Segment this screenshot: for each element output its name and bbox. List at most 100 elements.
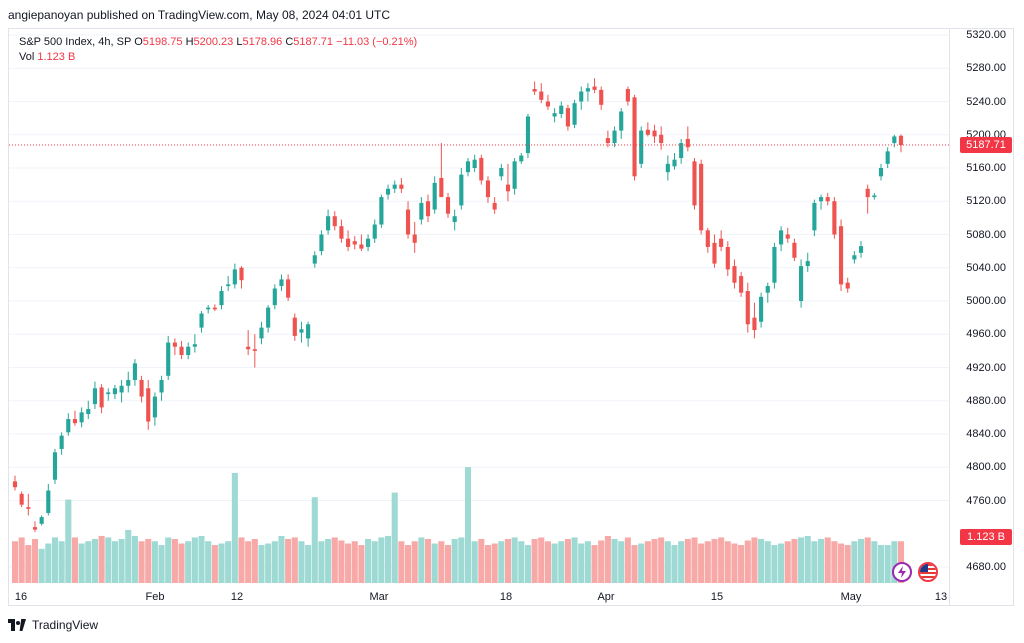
volume-bar [558,541,565,583]
volume-bar [25,545,32,583]
candle-body [292,317,297,336]
price-plot[interactable] [9,29,949,605]
volume-bar [804,535,811,583]
volume-bar [778,543,785,583]
candle-body [512,161,517,189]
legend-volume-label[interactable]: Vol [19,51,35,63]
candle-body [326,216,331,231]
candle-body [878,168,884,177]
candle-body [872,195,877,198]
time-tick: 16 [14,591,28,603]
candle-body [346,238,351,247]
tradingview-logo-icon [8,619,26,631]
volume-bar [764,541,771,583]
candle-body [126,379,131,386]
volume-bar [624,537,631,583]
candle-body [652,130,657,137]
legend-ohlc-row: S&P 500 Index, 4h, SP O5198.75 H5200.23 … [19,35,417,50]
price-tick: 4920.00 [966,361,1006,374]
candle-body [132,363,137,380]
candle-body [92,388,98,405]
volume-bar [325,538,332,583]
volume-bar [345,543,352,583]
candle-body [226,284,231,287]
volume-bar [198,535,205,583]
volume-bar [578,543,585,583]
candle-body [419,202,424,220]
lightning-icon[interactable] [892,562,912,582]
legend-symbol[interactable]: S&P 500 Index, 4h, SP [19,36,132,48]
price-tick: 4760.00 [966,494,1006,507]
us-flag-icon[interactable] [918,562,938,582]
volume-bar [618,541,625,583]
volume-bar [571,537,578,583]
volume-bar [271,541,278,583]
volume-bar [731,543,738,583]
volume-bar [431,543,438,583]
candle-body [432,182,437,210]
footer-brand[interactable]: TradingView [32,618,99,632]
volume-bar [411,541,418,583]
candle-body [525,116,531,154]
volume-bar [864,537,871,583]
candle-body [172,342,177,347]
candle-body [632,97,637,177]
candle-body [532,89,537,92]
time-tick: Apr [597,591,615,603]
candle-body [485,180,491,198]
volume-bar [784,541,791,583]
candle-body [785,234,790,239]
candle-body [812,202,817,231]
volume-bar [231,472,238,583]
candle-body [399,184,404,189]
candle-body [705,230,710,247]
candle-body [72,419,78,424]
candle-body [306,324,311,339]
candle-body [465,161,471,173]
candle-body [66,419,71,433]
candle-body [499,168,504,177]
volume-bar [844,545,851,583]
price-axis[interactable]: 5320.00 5280.00 5240.00 5200.00 5160.00 5120.… [949,29,1014,605]
candle-body [332,216,337,227]
volume-bar [31,538,39,583]
volume-bar [604,535,611,583]
candle-body [605,138,610,144]
volume-bar [698,543,705,583]
candle-body [112,388,117,395]
candle-body [412,234,417,243]
candle-body [445,197,451,214]
volume-bar [358,545,365,583]
candle-body [712,242,717,264]
candle-body [858,246,864,253]
price-tick: 5000.00 [966,295,1006,307]
price-tick: 4880.00 [966,394,1006,407]
candle-body [745,291,750,325]
last-volume-tag: 1.123 B [960,529,1012,545]
time-tick: 15 [710,591,724,603]
candle-body [799,266,804,301]
candle-body [372,224,377,239]
candle-body [552,113,557,117]
volume-bar [451,538,458,583]
candle-body [59,435,64,449]
volume-bar [744,540,751,583]
volume-bar [251,538,258,583]
volume-bar [418,537,425,583]
chart-frame[interactable]: S&P 500 Index, 4h, SP O5198.75 H5200.23 … [8,28,1014,606]
volume-bar [405,545,412,583]
candle-body [159,379,164,393]
candle-body [759,296,764,322]
candle-body [865,188,870,198]
candles [12,78,904,533]
volume-bar [291,537,298,583]
candle-body [792,242,797,258]
volume-bar [518,541,525,583]
candle-body [359,244,364,249]
candle-body [832,201,837,235]
candle-body [46,490,51,513]
volume-bar [91,538,98,583]
candle-body [272,288,277,306]
volume-bar [424,538,432,583]
candle-body [825,197,830,202]
